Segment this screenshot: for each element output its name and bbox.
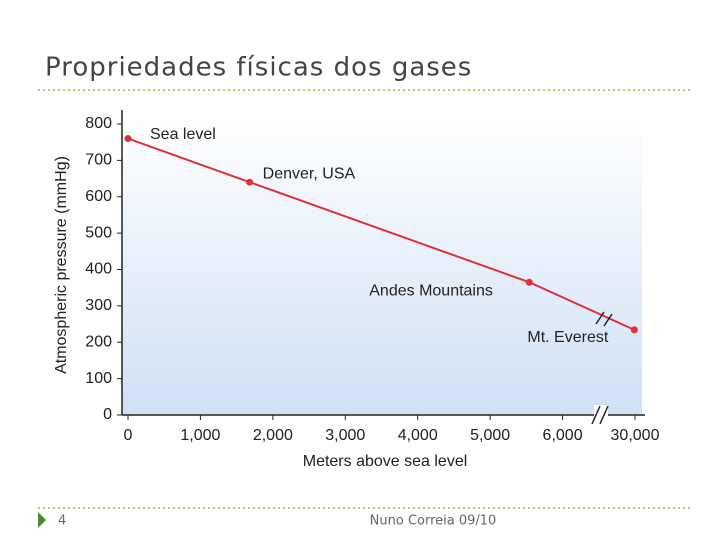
y-tick-label: 700 — [85, 152, 112, 169]
y-tick-label: 200 — [85, 333, 112, 350]
x-tick-label: 2,000 — [253, 427, 293, 444]
footer-arrow — [38, 512, 46, 528]
x-tick-label: 1,000 — [180, 427, 220, 444]
data-point — [124, 135, 132, 143]
y-axis-label: Atmospheric pressure (mmHg) — [53, 156, 70, 374]
data-point — [246, 178, 254, 186]
footer-author: Nuno Correia 09/10 — [370, 514, 497, 529]
x-tick-label: 0 — [124, 427, 133, 444]
y-tick-label: 100 — [85, 370, 112, 387]
data-point — [630, 326, 638, 334]
y-tick-label: 400 — [85, 261, 112, 278]
axis-break — [591, 405, 609, 425]
x-tick-label: 5,000 — [470, 427, 510, 444]
line-break — [595, 311, 613, 327]
data-line — [127, 137, 635, 331]
slide-title: Propriedades físicas dos gases — [45, 53, 472, 83]
point-label: Denver, USA — [263, 165, 356, 182]
plot-area — [122, 115, 642, 415]
y-tick-label: 600 — [85, 188, 112, 205]
x-axis-label: Meters above sea level — [303, 453, 468, 470]
x-tick-label: 30,000 — [611, 427, 660, 444]
x-tick-label: 4,000 — [398, 427, 438, 444]
point-label: Mt. Everest — [527, 329, 608, 346]
y-tick-label: 0 — [103, 406, 112, 423]
x-tick-label: 3,000 — [325, 427, 365, 444]
x-tick-label: 6,000 — [543, 427, 583, 444]
point-label: Sea level — [150, 126, 216, 143]
y-tick-label: 800 — [85, 115, 112, 132]
y-tick-label: 300 — [85, 297, 112, 314]
y-tick-label: 500 — [85, 224, 112, 241]
point-label: Andes Mountains — [369, 282, 493, 299]
page-number: 4 — [58, 514, 66, 529]
data-point — [525, 278, 533, 286]
